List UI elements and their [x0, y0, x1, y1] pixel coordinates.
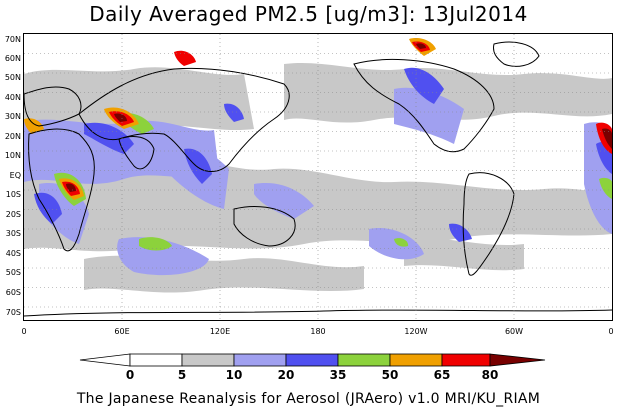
colorbar-label: 20: [277, 368, 295, 382]
colorbar-bin: [441, 353, 491, 367]
lon-label: 0: [21, 327, 27, 336]
lat-label: 30N: [4, 112, 21, 121]
colorbar-bin: [337, 353, 391, 367]
lat-label: 10N: [4, 151, 21, 160]
colorbar-bin: [389, 353, 443, 367]
lon-label: 60E: [114, 327, 130, 336]
lat-label: 60N: [4, 54, 21, 63]
lon-label: 60W: [504, 327, 524, 336]
lon-label: 0: [608, 327, 614, 336]
lat-label: 20S: [5, 210, 21, 219]
colorbar-label: 10: [225, 368, 243, 382]
colorbar-label: 5: [177, 368, 187, 382]
lat-label: 40S: [5, 249, 21, 258]
colorbar-label: 35: [329, 368, 347, 382]
colorbar-label: 0: [125, 368, 135, 382]
coastlines: [24, 41, 612, 317]
colorbar-label: 65: [433, 368, 451, 382]
lat-label: 70N: [4, 35, 21, 44]
colorbar: [79, 353, 546, 367]
lat-label: 70S: [5, 308, 21, 317]
colorbar-bin: [129, 353, 183, 367]
pm-level-darkred-areas: [66, 43, 612, 192]
pm-level-blue-areas: [34, 67, 612, 242]
lon-label: 120W: [404, 327, 428, 336]
footer-credit: The Japanese Reanalysis for Aerosol (JRA…: [76, 391, 541, 407]
map-title: Daily Averaged PM2.5 [ug/m3]: 13Jul2014: [89, 2, 528, 26]
colorbar-bin: [181, 353, 235, 367]
lat-label: 60S: [5, 288, 21, 297]
colorbar-low-arrow: [79, 353, 131, 367]
pm25-map: [23, 33, 613, 321]
lat-label: 50S: [5, 268, 21, 277]
lat-label: 50N: [4, 73, 21, 82]
colorbar-label: 80: [481, 368, 499, 382]
colorbar-high-arrow: [489, 353, 546, 367]
lat-label: 30S: [5, 229, 21, 238]
lon-label: 120E: [209, 327, 231, 336]
colorbar-bin: [233, 353, 287, 367]
lon-label: 180: [310, 327, 326, 336]
lat-label: EQ: [9, 171, 21, 180]
lat-label: 40N: [4, 93, 21, 102]
lat-label: 20N: [4, 132, 21, 141]
lat-label: 10S: [5, 190, 21, 199]
colorbar-bin: [285, 353, 339, 367]
colorbar-label: 50: [381, 368, 399, 382]
